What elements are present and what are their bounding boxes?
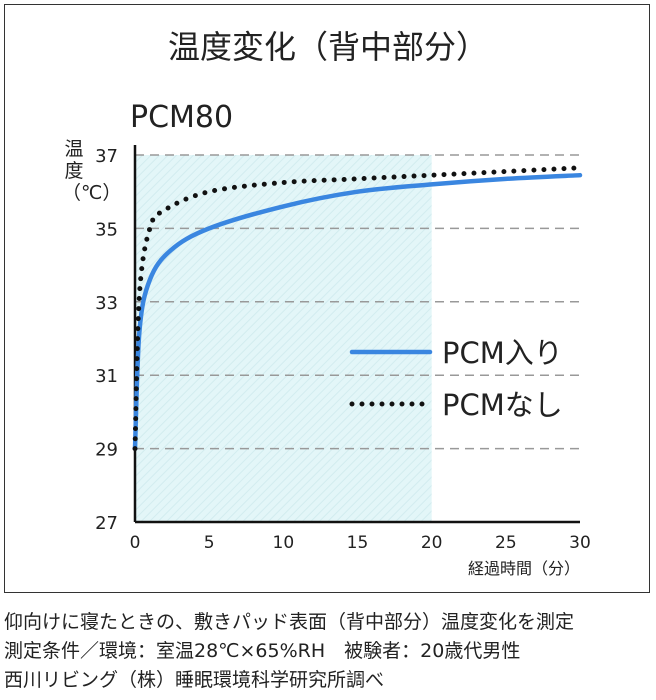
x-tick-label: 10 [273, 533, 295, 553]
legend-label: PCMなし [442, 388, 563, 422]
series-line-pcm-none [132, 165, 583, 452]
legend-label: PCM入り [442, 336, 563, 370]
y-tick-label: 27 [95, 513, 118, 534]
note-line: 測定条件／環境：室温28℃×65%RH 被験者：20歳代男性 [4, 640, 521, 662]
chart-title: 温度変化（背中部分） [167, 28, 488, 66]
y-tick-label: 33 [95, 293, 118, 314]
x-tick-label: 20 [421, 533, 443, 553]
note-line: 西川リビング（株）睡眠環境科学研究所調べ [4, 669, 385, 691]
x-tick-label: 15 [347, 533, 369, 553]
shaded-region [135, 155, 432, 522]
x-tick-label: 0 [130, 533, 141, 553]
chart-frame [4, 4, 650, 593]
chart-subtitle: PCM80 [130, 100, 234, 135]
x-tick-label: 5 [204, 533, 215, 553]
y-tick-label: 31 [95, 366, 118, 387]
x-axis-label: 経過時間（分） [468, 559, 580, 578]
x-tick-label: 25 [495, 533, 517, 553]
series-line-pcm [132, 172, 583, 451]
notes: 仰向けに寝たときの、敷きパッド表面（背中部分）温度変化を測定 測定条件／環境：室温… [4, 608, 574, 695]
y-tick-label: 35 [95, 219, 118, 240]
y-tick-label: 29 [95, 440, 118, 461]
chart-svg: 27 29 31 33 35 37 0 5 10 15 20 25 30 経過時間（分） PCM入り PCMな… [95, 145, 591, 578]
x-tick-label: 30 [569, 533, 591, 553]
y-tick-label: 37 [95, 146, 118, 167]
note-line: 仰向けに寝たときの、敷きパッド表面（背中部分）温度変化を測定 [4, 611, 575, 633]
